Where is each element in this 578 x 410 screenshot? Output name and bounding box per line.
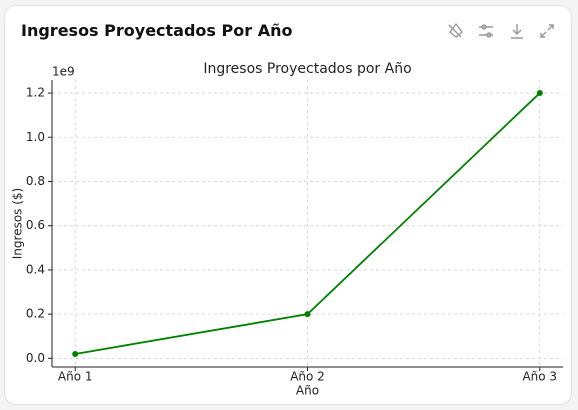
y-offset-label: 1e9	[52, 65, 75, 79]
y-tick-label: 0.6	[26, 218, 45, 232]
y-tick-label: 0.4	[26, 262, 45, 276]
chart-title: Ingresos Proyectados por Año	[203, 61, 411, 77]
y-tick-label: 0.0	[26, 351, 45, 365]
card: Ingresos Proyectados Por Año	[4, 5, 572, 405]
marker	[304, 311, 311, 318]
card-title: Ingresos Proyectados Por Año	[21, 21, 293, 40]
plot-area: 0.0 0.2 0.4 0.6 0.8 1.0 1.2 Año 1 Año 2 Año 3 Ingr…	[11, 61, 563, 398]
icon-hide[interactable]	[448, 22, 463, 38]
x-tick-label: Año 2	[290, 370, 325, 384]
y-tick-label: 1.0	[26, 130, 45, 144]
x-axis-label: Año	[296, 384, 319, 398]
x-tick-label: Año 3	[522, 370, 557, 384]
y-tick-label: 0.8	[26, 174, 45, 188]
x-tick-label: Año 1	[58, 370, 93, 384]
icon-expand[interactable]	[540, 24, 554, 38]
y-tick-label: 1.2	[26, 86, 45, 100]
toolbar	[448, 22, 554, 39]
marker	[72, 350, 79, 357]
y-tick-label: 0.2	[26, 307, 45, 321]
marker	[536, 90, 543, 97]
icon-download[interactable]	[511, 24, 523, 39]
y-axis-label: Ingresos ($)	[11, 188, 25, 259]
icon-settings[interactable]	[479, 24, 493, 38]
